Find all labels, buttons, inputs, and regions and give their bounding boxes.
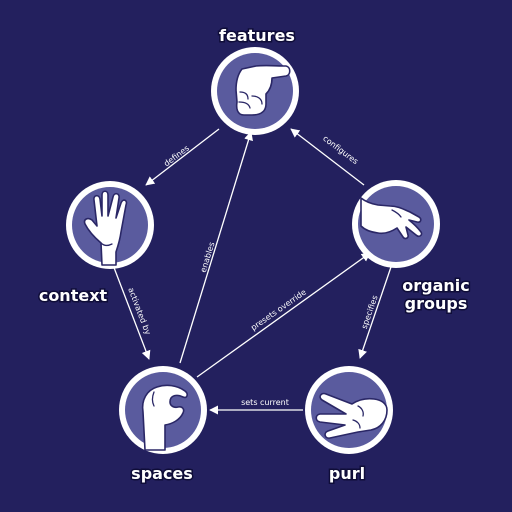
open-flat-hand-icon <box>360 197 423 240</box>
node-label-spaces: spaces <box>131 464 193 483</box>
node-context[interactable] <box>66 181 154 269</box>
node-spaces[interactable] <box>119 366 207 454</box>
edges <box>112 128 393 415</box>
edge-defines <box>145 128 220 186</box>
node-label-purl: purl <box>329 464 365 483</box>
edge-label-sets-current: sets current <box>241 398 289 407</box>
node-label-groups: groups <box>405 294 468 313</box>
edge-label-defines: defines <box>162 144 191 169</box>
edge-presets-override <box>196 252 371 378</box>
pinch-hand-icon <box>141 384 188 451</box>
node-label-organic: organic <box>402 276 470 295</box>
node-label-features: features <box>219 26 295 45</box>
edge-activated-by <box>112 264 151 360</box>
edge-specifies <box>358 263 393 359</box>
scissors-hand-icon <box>315 392 388 439</box>
fist-hand-icon <box>235 64 291 116</box>
edge-label-specifies: specifies <box>360 294 380 330</box>
node-features[interactable] <box>211 47 299 135</box>
edge-configures <box>290 128 365 186</box>
edge-label-presets-override: presets override <box>249 288 308 333</box>
edge-enables <box>179 131 253 364</box>
node-label-context: context <box>39 286 108 305</box>
edge-label-configures: configures <box>321 134 360 166</box>
vulcan-salute-hand-icon <box>83 190 128 266</box>
edge-label-enables: enables <box>199 241 217 274</box>
node-organic-groups[interactable] <box>352 180 440 268</box>
node-purl[interactable] <box>305 366 393 454</box>
